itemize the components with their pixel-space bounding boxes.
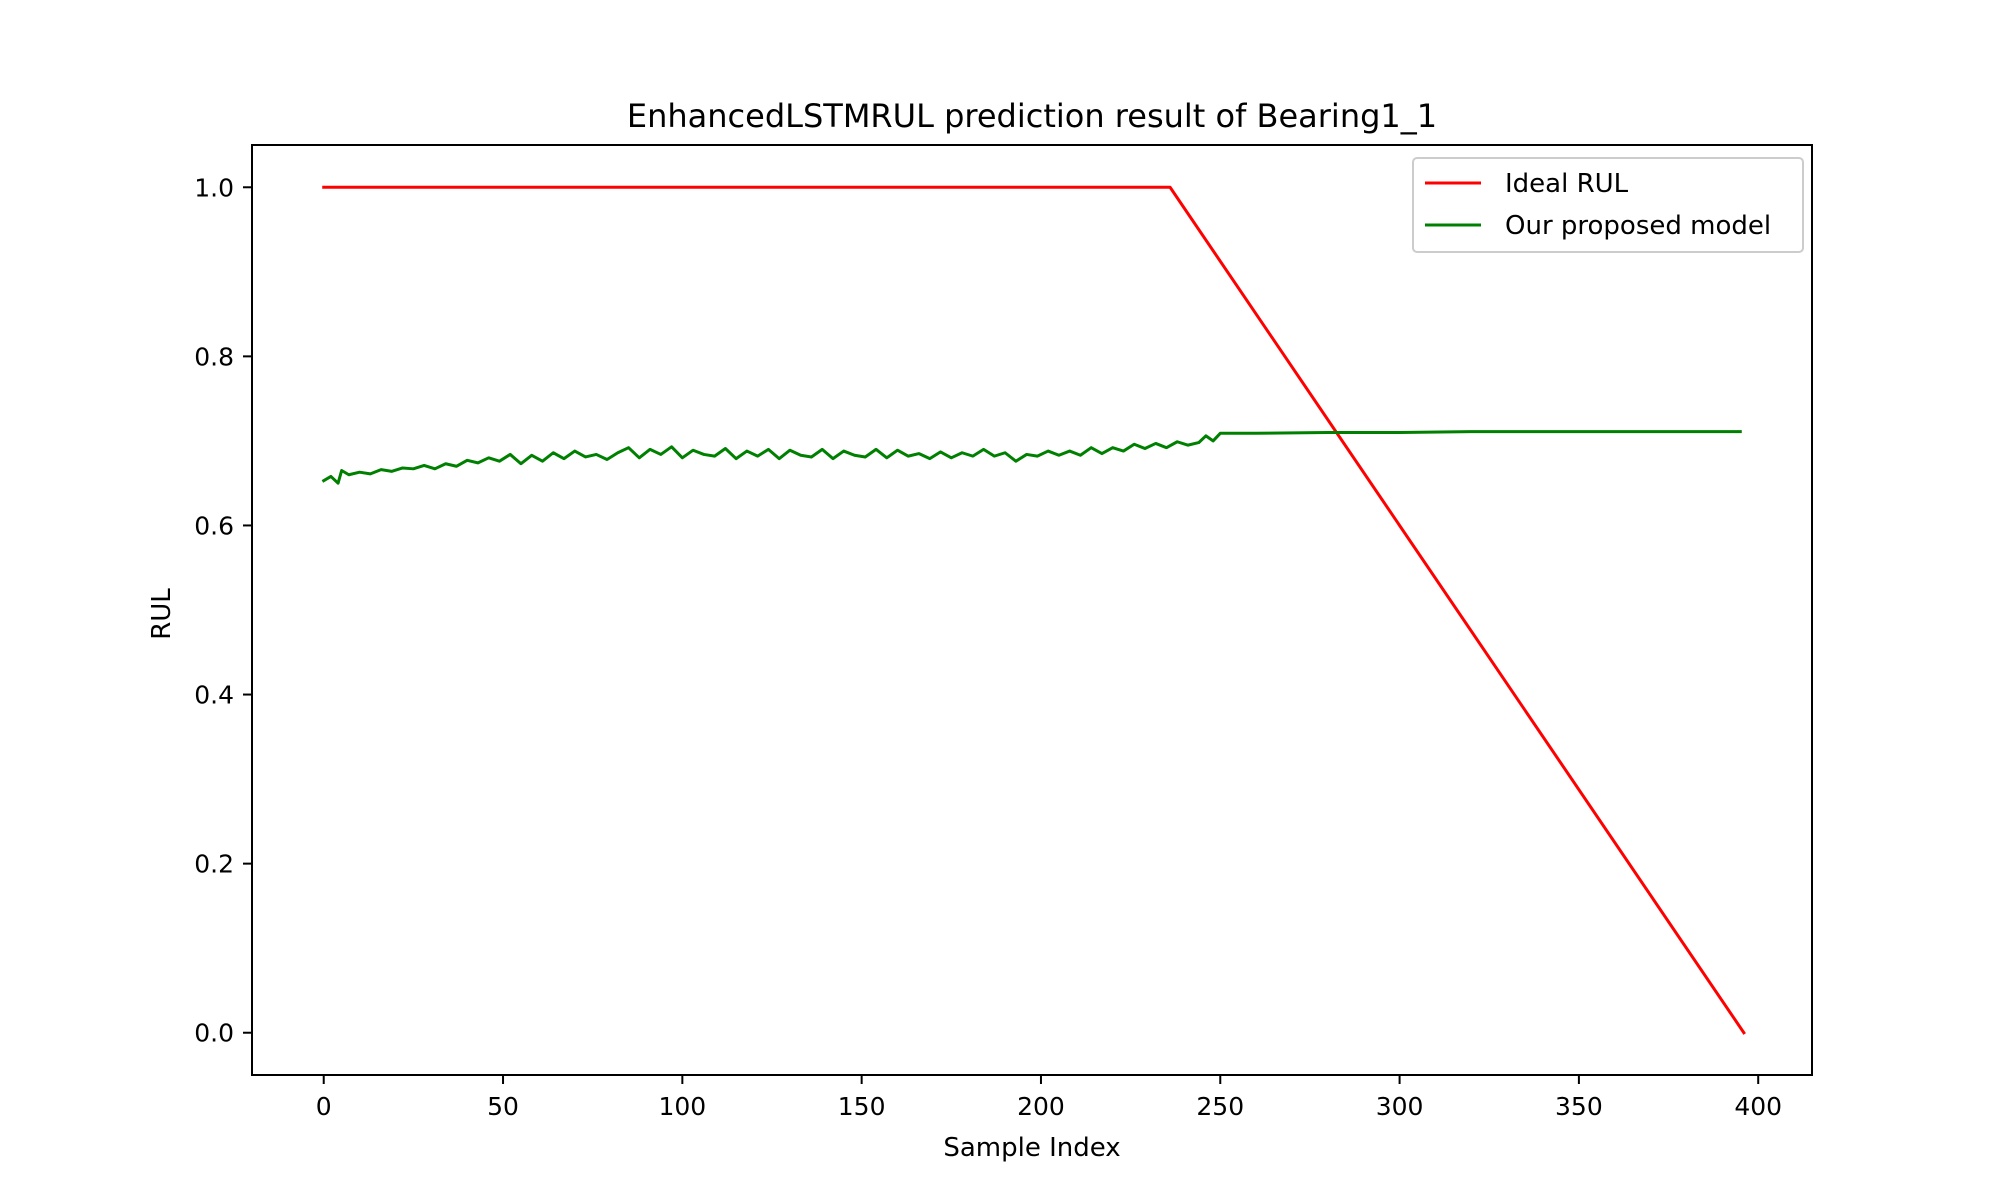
x-tick-label: 50 [487, 1092, 519, 1121]
y-tick-label: 0.4 [194, 681, 234, 710]
x-tick-label: 150 [838, 1092, 886, 1121]
x-tick-label: 0 [316, 1092, 332, 1121]
x-tick-label: 200 [1017, 1092, 1065, 1121]
y-tick-label: 0.6 [194, 511, 234, 540]
axes-frame [251, 144, 1813, 1076]
series-line-1 [322, 185, 1746, 1035]
plot-area: 0 50 100 150 200 250 300 350 400 0.0 0.2 0.4 0.6 0.8 1… [194, 144, 1813, 1121]
y-tick-label: 0.8 [194, 342, 234, 371]
x-tick-label: 100 [658, 1092, 706, 1121]
x-axis-label: Sample Index [943, 1133, 1120, 1163]
legend-entry-2: Our proposed model [1505, 211, 1771, 241]
series-line-2 [321, 430, 1742, 485]
y-axis-label: RUL [147, 588, 177, 640]
x-tick-label: 350 [1555, 1092, 1603, 1121]
x-tick-label: 400 [1734, 1092, 1782, 1121]
y-tick-label: 0.2 [194, 850, 234, 879]
legend: Ideal RUL Our proposed model [1412, 157, 1804, 253]
x-tick-label: 300 [1376, 1092, 1424, 1121]
legend-entry-1: Ideal RUL [1505, 169, 1629, 199]
x-tick-label: 250 [1196, 1092, 1244, 1121]
y-tick-label: 1.0 [194, 173, 234, 202]
chart-title: EnhancedLSTMRUL prediction result of Bea… [627, 97, 1437, 135]
y-tick-label: 0.0 [194, 1019, 234, 1048]
legend-box [1412, 157, 1804, 253]
